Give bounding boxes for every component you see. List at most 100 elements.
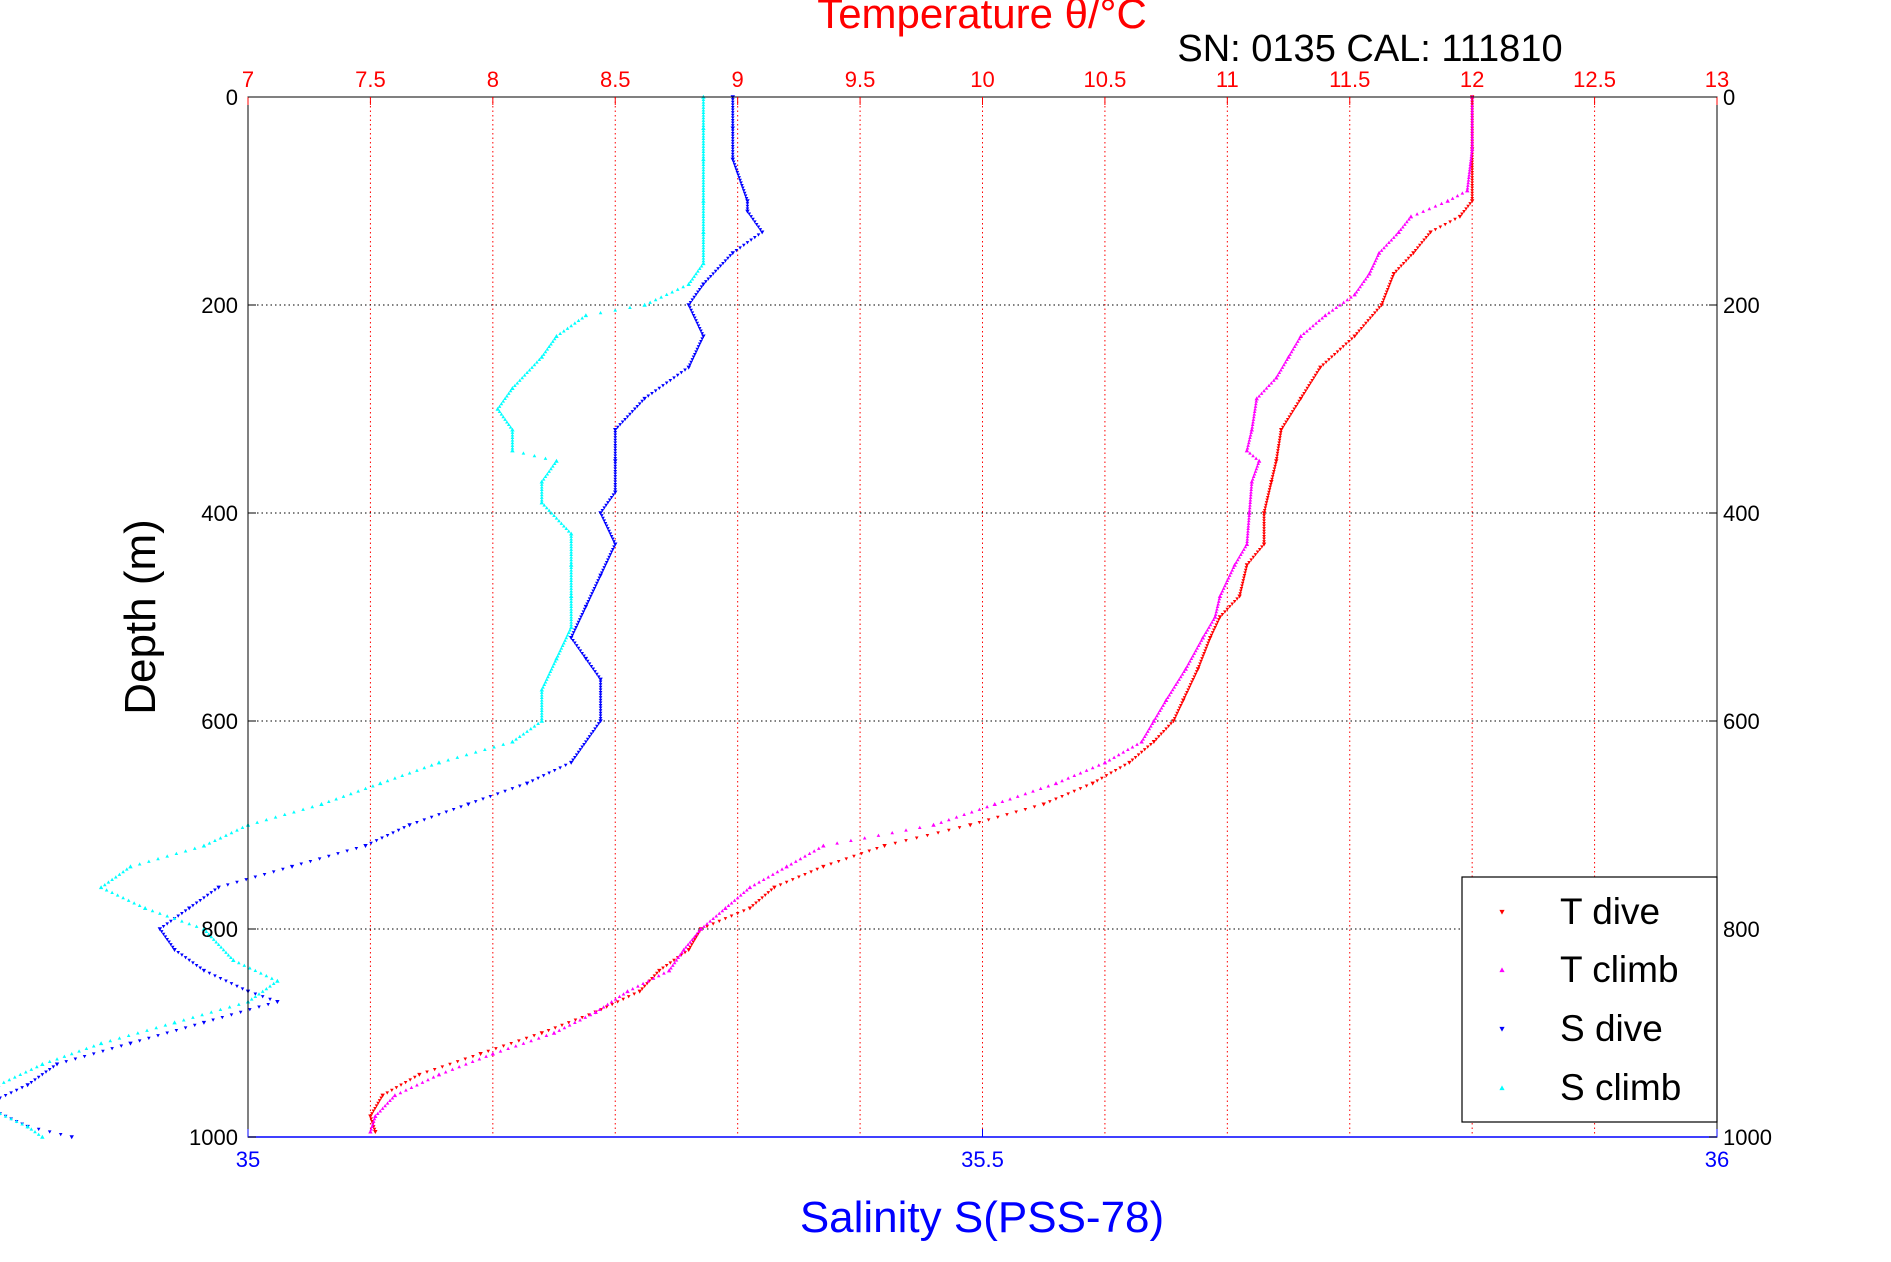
profile-sample: [1259, 391, 1264, 395]
profile-sample: [613, 480, 618, 484]
profile-sample: [1201, 654, 1205, 658]
profile-sample: [1172, 685, 1177, 689]
profile-sample: [613, 488, 618, 492]
profile-sample: [583, 1015, 588, 1019]
profile-sample: [253, 994, 258, 999]
profile-sample: [739, 181, 743, 185]
profile-sample: [625, 415, 630, 419]
profile-sample: [701, 157, 706, 161]
profile-sample: [701, 136, 706, 141]
profile-sample: [1005, 813, 1009, 817]
profile-sample: [229, 831, 234, 835]
profile-sample: [552, 1031, 556, 1035]
profile-sample: [577, 618, 582, 622]
profile-sample: [584, 605, 588, 609]
profile-sample: [268, 997, 272, 1001]
profile-sample: [1008, 797, 1012, 801]
profile-sample: [1292, 344, 1297, 349]
profile-sample: [696, 269, 700, 273]
profile-sample: [1223, 584, 1227, 588]
profile-sample: [224, 979, 228, 983]
profile-sample: [466, 802, 471, 806]
profile-sample: [735, 170, 740, 175]
profile-sample: [778, 883, 783, 887]
profile-sample: [613, 436, 618, 440]
profile-sample: [549, 667, 554, 671]
profile-sample: [1198, 662, 1202, 666]
profile-sample: [137, 862, 142, 866]
profile-sample: [593, 584, 598, 588]
profile-sample: [191, 1015, 195, 1019]
profile-sample: [437, 760, 441, 765]
profile-sample: [191, 961, 195, 965]
profile-sample: [521, 1041, 526, 1045]
profile-sample: [701, 152, 706, 156]
profile-sample: [1385, 287, 1390, 292]
profile-sample: [789, 862, 794, 866]
profile-sample: [540, 490, 544, 494]
profile-sample: [701, 196, 706, 200]
profile-sample: [1297, 337, 1302, 341]
profile-sample: [535, 360, 539, 364]
profile-sample: [1468, 202, 1472, 206]
profile-sample: [569, 552, 573, 557]
profile-sample: [708, 274, 713, 279]
profile-sample: [600, 508, 605, 513]
profile-sample: [161, 932, 166, 936]
profile-sample: [574, 625, 578, 630]
profile-sample: [620, 420, 625, 424]
profile-sample: [440, 1065, 445, 1069]
profile-sample: [1297, 399, 1301, 403]
profile-sample: [183, 849, 188, 853]
profile-sample: [598, 511, 603, 515]
profile-sample: [1103, 760, 1107, 765]
profile-sample: [1000, 799, 1005, 804]
profile-sample: [1113, 768, 1118, 773]
profile-sample: [101, 1049, 105, 1053]
profile-sample: [747, 212, 752, 216]
profile-sample: [1199, 659, 1203, 663]
profile-sample: [569, 597, 573, 601]
profile-sample: [680, 950, 684, 954]
profile-sample: [1196, 643, 1201, 648]
profile-sample: [757, 880, 761, 884]
profile-sample: [1362, 279, 1366, 284]
profile-sample: [1374, 256, 1379, 260]
profile-sample: [437, 1072, 441, 1077]
profile-sample: [1262, 537, 1266, 541]
profile-sample: [1253, 404, 1258, 408]
profile-sample: [718, 264, 723, 268]
profile-sample: [1242, 547, 1246, 551]
profile-sample: [701, 186, 706, 190]
profile-sample: [844, 857, 849, 861]
profile-sample: [659, 295, 663, 299]
profile-sample: [1205, 644, 1209, 648]
profile-sample: [1285, 417, 1290, 422]
profile-sample: [25, 1124, 30, 1129]
profile-sample: [363, 786, 368, 791]
profile-sample: [1415, 212, 1419, 216]
profile-sample: [1204, 630, 1208, 635]
profile-sample: [936, 831, 940, 835]
profile-sample: [1392, 272, 1396, 276]
profile-sample: [1470, 116, 1474, 120]
profile-sample: [540, 485, 544, 489]
profile-sample: [1100, 776, 1104, 780]
profile-sample: [1211, 617, 1216, 622]
profile-sample: [753, 220, 757, 224]
profile-sample: [1467, 175, 1471, 180]
profile-sample: [260, 989, 265, 993]
profile-sample: [525, 781, 529, 786]
profile-sample: [1460, 212, 1464, 216]
profile-sample: [1249, 482, 1254, 486]
profile-sample: [1183, 667, 1188, 671]
profile-sample: [1248, 503, 1252, 507]
profile-sample: [754, 222, 759, 227]
profile-sample: [626, 995, 631, 999]
profile-sample: [498, 1049, 503, 1053]
profile-sample: [1294, 404, 1298, 409]
profile-sample: [172, 916, 177, 921]
profile-sample: [992, 802, 997, 806]
profile-sample: [821, 865, 826, 869]
profile-sample: [542, 682, 547, 687]
